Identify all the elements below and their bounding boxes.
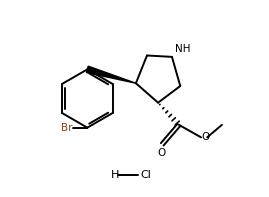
Polygon shape	[86, 66, 136, 83]
Text: O: O	[157, 148, 165, 158]
Text: H: H	[111, 170, 119, 180]
Text: Br: Br	[61, 123, 72, 133]
Text: Cl: Cl	[140, 170, 151, 180]
Text: O: O	[201, 132, 210, 142]
Text: NH: NH	[175, 44, 191, 54]
